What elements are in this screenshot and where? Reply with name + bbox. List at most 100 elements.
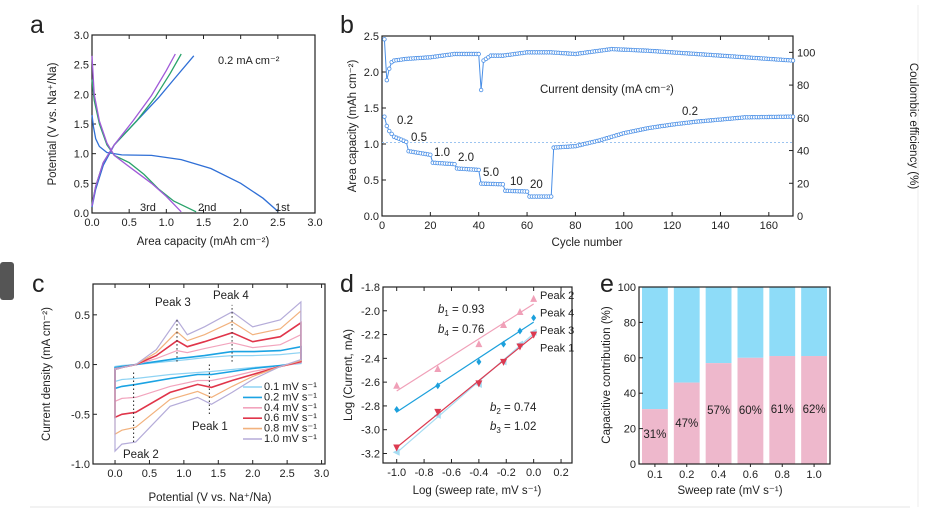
coulombic-efficiency-point [382, 37, 387, 42]
fit-line-peak-3 [396, 333, 535, 454]
y-tick-label: 0.0 [364, 211, 379, 223]
data-point [475, 380, 483, 388]
b-symbol: b [490, 402, 497, 414]
x-tick-label: 0.5 [142, 468, 157, 480]
panel-d-plot-area [382, 286, 573, 464]
x-tick-label: 120 [663, 220, 681, 232]
rate-label: 0.2 [397, 115, 413, 127]
rate-label: 5.0 [483, 167, 499, 179]
data-point [530, 331, 538, 339]
legend-label: 0.2 mV s⁻¹ [264, 391, 317, 403]
current-density-title: Current density (mA cm⁻²) [540, 84, 674, 96]
rate-label: 20 [530, 179, 543, 191]
y-tick-label: 1.5 [74, 119, 89, 131]
legend-label: 1.0 mV s⁻¹ [264, 433, 317, 445]
b-subscript: 4 [444, 329, 449, 338]
x-tick-label: 0.4 [711, 469, 726, 481]
data-point [500, 358, 508, 366]
curve-label-3rd: 3rd [140, 202, 156, 214]
x-tick-label: -0.4 [469, 467, 488, 479]
bar-diffusion-0.1 [642, 287, 668, 410]
x-tick-label: 1.0 [159, 217, 174, 229]
panel-letter-a: a [30, 11, 44, 39]
peak-label: Peak 2 [123, 449, 159, 461]
y2-tick-label: 0 [797, 211, 803, 223]
b-equals: = [501, 421, 514, 433]
current-density-annotation: 0.2 mA cm⁻² [218, 55, 280, 67]
y-tick-label: 40 [624, 388, 636, 400]
legend-label: 0.4 mV s⁻¹ [264, 402, 317, 414]
x-tick-label: 0.1 [647, 469, 662, 481]
y-axis-label: Area capacity (mAh cm⁻²) [347, 60, 359, 193]
y-axis-label: Potential (V vs. Na⁺/Na) [47, 62, 59, 185]
x-tick-label: 0.2 [553, 467, 568, 479]
capacity-point [549, 194, 554, 199]
x-tick-label: -1.0 [387, 467, 406, 479]
x-tick-label: 3.0 [307, 217, 322, 229]
x-tick-label: 0.0 [526, 467, 541, 479]
x-tick-label: 3.0 [314, 468, 329, 480]
x-tick-label: 1.5 [196, 217, 211, 229]
b-value-b2: b2 = 0.74 [490, 402, 537, 416]
x-tick-label: 1.0 [176, 468, 191, 480]
x-tick-label: 2.5 [279, 468, 294, 480]
charge-curve-3rd [91, 53, 176, 207]
b-equals: = [501, 402, 514, 414]
coulombic-efficiency-point [387, 66, 392, 71]
y-tick-label: 2.0 [74, 89, 89, 101]
x-tick-label: 2.0 [245, 468, 260, 480]
y2-tick-label: 40 [797, 146, 809, 158]
b-value-b1: b1 = 0.93 [438, 304, 484, 318]
charge-curve-2nd [91, 53, 182, 205]
b-symbol: b [438, 304, 445, 316]
data-point [393, 381, 401, 389]
x-tick-label: 0 [379, 220, 385, 232]
x-tick-label: 1.0 [806, 469, 821, 481]
data-point [434, 365, 442, 373]
bar-capacitive-0.1 [642, 409, 668, 464]
x-tick-label: 60 [521, 220, 533, 232]
x-tick-label: 0.0 [84, 217, 99, 229]
x-axis-label: Cycle number [552, 237, 623, 249]
y2-tick-label: 20 [797, 178, 809, 190]
peak-label: Peak 4 [213, 290, 249, 302]
x-tick-label: 0.5 [122, 217, 137, 229]
b-value: 0.74 [514, 402, 537, 414]
discharge-curve-2nd [91, 79, 197, 213]
x-tick-label: 0.8 [775, 469, 790, 481]
x-axis-label: Area capacity (mAh cm⁻²) [137, 236, 270, 248]
y-tick-label: 3.0 [74, 30, 89, 42]
b-value-b4: b4 = 0.76 [438, 324, 484, 338]
data-point [500, 321, 508, 329]
bar-capacitive-0.8 [769, 356, 796, 464]
legend-label: 0.8 mV s⁻¹ [264, 423, 317, 435]
x-tick-label: 100 [615, 220, 633, 232]
x-tick-label: 0.6 [743, 469, 758, 481]
panel-letter-b: b [340, 11, 354, 39]
x-tick-label: 2.5 [270, 217, 285, 229]
legend-label: 0.1 mV s⁻¹ [264, 381, 317, 393]
capacity-point [382, 114, 387, 119]
bar-value-label: 47% [675, 418, 698, 430]
rate-label: 10 [510, 176, 523, 188]
x-axis-label: Log (sweep rate, mV s⁻¹) [413, 485, 542, 497]
y-tick-label: 0.0 [75, 360, 90, 372]
bar-value-label: 57% [707, 405, 730, 417]
fit-line-peak-4 [396, 321, 534, 413]
peak-label: Peak 1 [192, 421, 228, 433]
data-point [531, 314, 537, 322]
panel-c-plot-area [92, 283, 326, 465]
x-axis-label: Sweep rate (mV s⁻¹) [677, 485, 782, 497]
b-value-b3: b3 = 1.02 [490, 421, 536, 435]
y-tick-label: 1.5 [364, 103, 379, 115]
x-tick-label: 0.0 [107, 468, 122, 480]
x-tick-label: 160 [760, 220, 778, 232]
data-point [530, 294, 538, 302]
x-tick-label: 20 [424, 220, 436, 232]
panel-letter-e: e [600, 270, 614, 298]
coulombic-efficiency-point [478, 87, 484, 93]
data-point [475, 340, 483, 348]
bar-diffusion-0.2 [673, 287, 700, 383]
legend-label: Peak 3 [540, 325, 574, 337]
